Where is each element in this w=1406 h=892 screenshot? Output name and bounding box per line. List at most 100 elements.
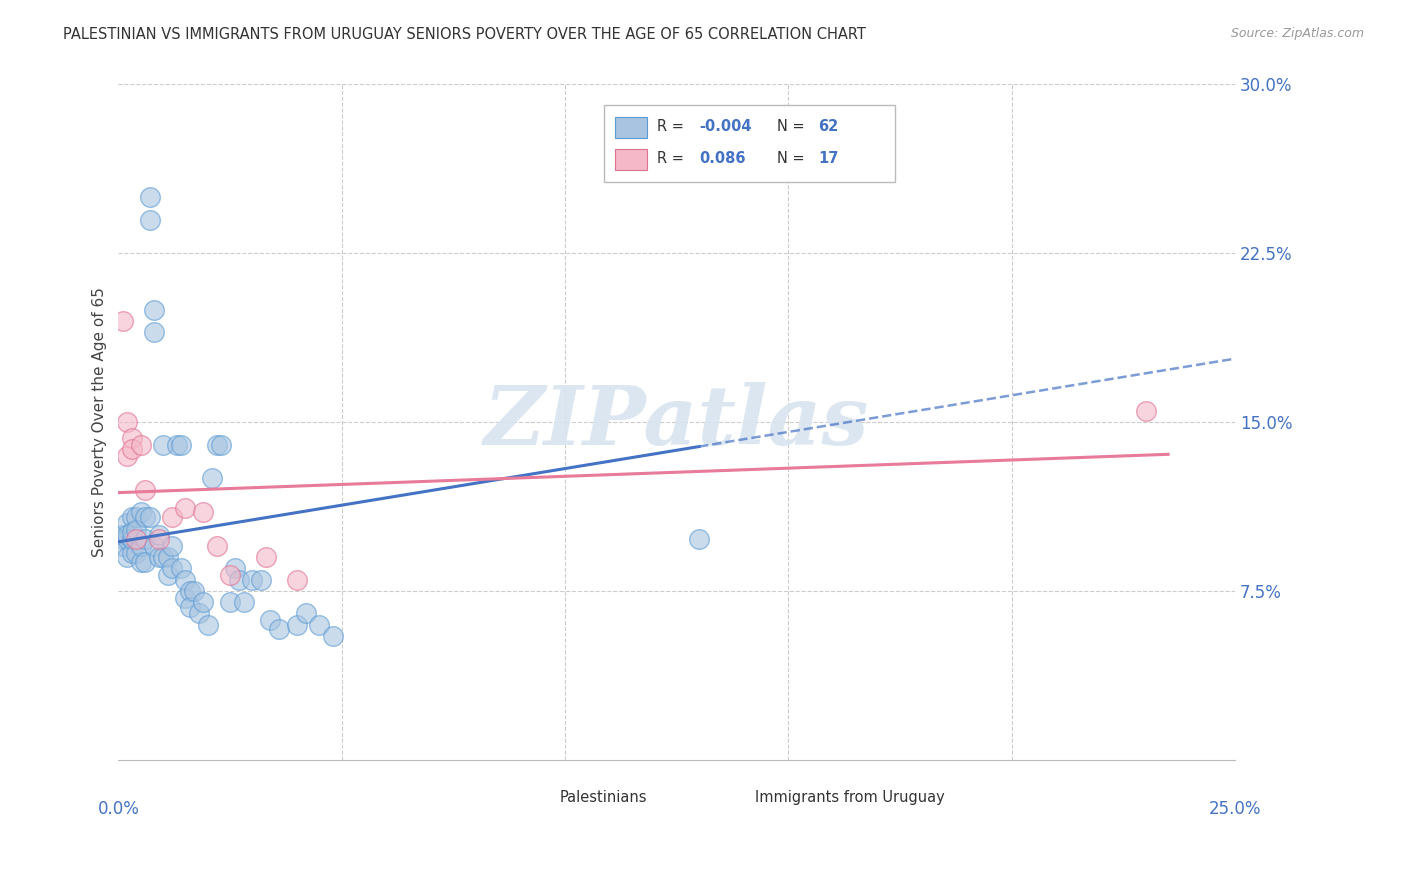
Point (117, 532, 139, 546)
Point (138, 509, 160, 524)
Point (160, 509, 183, 524)
Point (205, 437, 228, 451)
Point (117, 516, 139, 531)
Point (166, 437, 188, 451)
Point (174, 591, 197, 605)
Y-axis label: Seniors Poverty Over the Age of 65: Seniors Poverty Over the Age of 65 (93, 287, 107, 558)
Point (129, 555, 152, 569)
Point (117, 527, 139, 541)
Point (193, 505, 215, 519)
Point (179, 584, 201, 599)
Text: 0.0%: 0.0% (97, 800, 139, 818)
Text: Immigrants from Uruguay: Immigrants from Uruguay (755, 790, 945, 805)
Text: 17: 17 (818, 152, 839, 166)
Point (160, 539, 183, 553)
Text: ZIPatlas: ZIPatlas (484, 382, 869, 462)
Point (148, 550, 170, 565)
Text: N =: N = (778, 152, 810, 166)
Point (143, 302, 166, 317)
FancyBboxPatch shape (616, 117, 647, 138)
Point (134, 532, 156, 546)
Text: 62: 62 (818, 120, 839, 135)
Point (138, 212, 160, 227)
Point (129, 505, 152, 519)
Point (197, 617, 219, 632)
Point (1135, 404, 1157, 418)
Point (768, 112, 790, 126)
Point (179, 599, 201, 614)
Point (125, 523, 148, 537)
Point (174, 500, 197, 515)
Point (183, 584, 205, 599)
Point (250, 573, 273, 587)
Point (125, 532, 148, 546)
FancyBboxPatch shape (716, 789, 747, 807)
Point (156, 550, 179, 565)
Text: R =: R = (657, 120, 688, 135)
Point (111, 532, 134, 546)
Point (193, 595, 215, 609)
Point (143, 325, 166, 339)
Point (285, 617, 308, 632)
Text: Palestinians: Palestinians (560, 790, 647, 805)
Point (121, 442, 143, 457)
Text: 0.086: 0.086 (699, 152, 745, 166)
Point (129, 437, 152, 451)
Point (129, 539, 152, 553)
Text: PALESTINIAN VS IMMIGRANTS FROM URUGUAY SENIORS POVERTY OVER THE AGE OF 65 CORREL: PALESTINIAN VS IMMIGRANTS FROM URUGUAY S… (63, 27, 866, 42)
Point (209, 437, 232, 451)
Point (125, 546, 148, 560)
Point (170, 561, 193, 575)
Point (111, 314, 134, 328)
Point (152, 437, 174, 451)
Point (111, 539, 134, 553)
Point (308, 617, 330, 632)
Point (121, 532, 143, 546)
Point (117, 449, 139, 463)
FancyBboxPatch shape (605, 104, 894, 182)
Point (224, 561, 246, 575)
Point (219, 568, 242, 582)
Point (143, 539, 166, 553)
Point (187, 607, 209, 621)
Point (688, 532, 710, 546)
Point (138, 190, 160, 204)
Point (232, 595, 254, 609)
Point (174, 573, 197, 587)
Point (117, 550, 139, 565)
Point (134, 555, 156, 569)
Point (156, 568, 179, 582)
Point (219, 595, 242, 609)
Point (201, 471, 224, 485)
Point (121, 509, 143, 524)
Text: R =: R = (657, 152, 688, 166)
Point (160, 561, 183, 575)
Point (121, 525, 143, 540)
Point (259, 613, 281, 627)
Point (242, 573, 264, 587)
Point (205, 539, 228, 553)
Point (322, 629, 344, 643)
FancyBboxPatch shape (616, 149, 647, 170)
Text: Source: ZipAtlas.com: Source: ZipAtlas.com (1230, 27, 1364, 40)
Point (111, 527, 134, 541)
Point (121, 431, 143, 445)
Point (134, 483, 156, 497)
Point (295, 607, 318, 621)
Point (117, 415, 139, 429)
Point (121, 546, 143, 560)
Point (170, 437, 193, 451)
Text: -0.004: -0.004 (699, 120, 752, 135)
Point (148, 527, 170, 541)
Text: 25.0%: 25.0% (1209, 800, 1261, 818)
Point (285, 573, 308, 587)
Point (228, 573, 250, 587)
Point (125, 509, 148, 524)
Text: N =: N = (778, 120, 810, 135)
Point (254, 550, 277, 565)
Point (134, 509, 156, 524)
FancyBboxPatch shape (520, 789, 551, 807)
Point (269, 622, 291, 636)
Point (152, 550, 174, 565)
Point (148, 532, 170, 546)
